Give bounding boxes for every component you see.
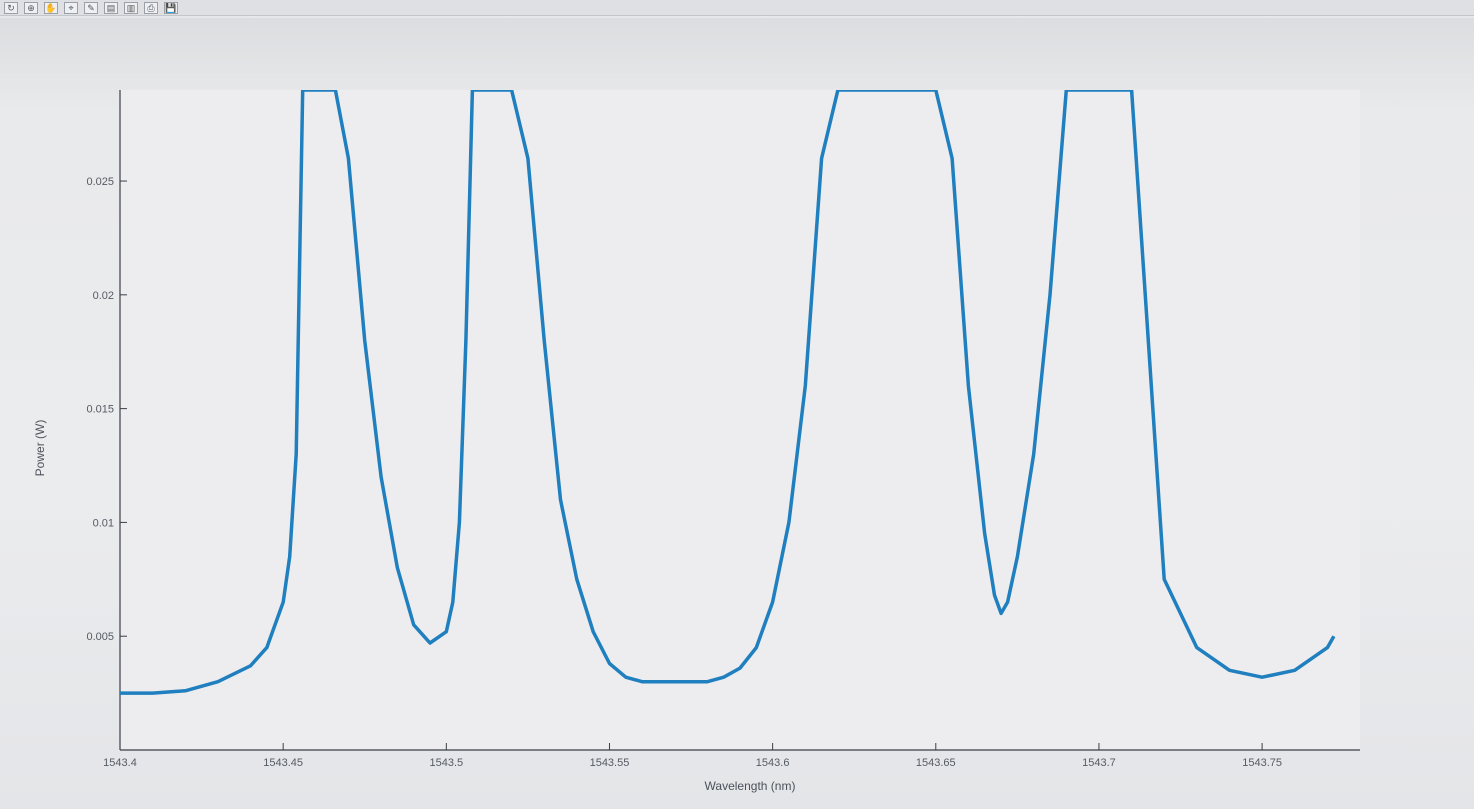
rotate-icon[interactable]: ↻ [4, 1, 18, 14]
print-icon[interactable]: ⎙ [144, 1, 158, 14]
data-cursor-icon[interactable]: ⌖ [64, 1, 78, 14]
power-spectrum-line [120, 90, 1336, 695]
x-tick-label: 1543.65 [916, 757, 956, 769]
pan-icon[interactable]: ✋ [44, 1, 58, 14]
legend-icon[interactable]: ▤ [104, 1, 118, 14]
y-tick-label: 0.025 [86, 176, 114, 188]
plot-background [120, 90, 1360, 750]
y-tick-label: 0.005 [86, 631, 114, 643]
colorbar-icon[interactable]: ▥ [124, 1, 138, 14]
y-tick-label: 0.015 [86, 404, 114, 416]
zoom-icon[interactable]: ⊕ [24, 1, 38, 14]
x-tick-label: 1543.4 [103, 757, 137, 769]
y-tick-label: 0.01 [93, 517, 114, 529]
x-tick-label: 1543.7 [1082, 757, 1116, 769]
x-axis-label: Wavelength (nm) [705, 779, 796, 793]
x-tick-label: 1543.6 [756, 757, 790, 769]
save-icon[interactable]: 💾 [164, 1, 178, 14]
x-tick-label: 1543.75 [1242, 757, 1282, 769]
axes-group: 1543.4 1543.45 1543.5 1543.55 1543.6 1543.65 1… [86, 90, 1360, 769]
figure-canvas: 1543.4 1543.45 1543.5 1543.55 1543.6 1543.65 1… [0, 18, 1474, 809]
power-vs-wavelength-chart: 1543.4 1543.45 1543.5 1543.55 1543.6 1543.65 1… [33, 90, 1360, 793]
figure-toolbar: ↻ ⊕ ✋ ⌖ ✎ ▤ ▥ ⎙ 💾 [0, 0, 1474, 16]
x-tick-label: 1543.5 [429, 757, 463, 769]
x-tick-label: 1543.55 [590, 757, 630, 769]
y-axis-label: Power (W) [33, 420, 47, 477]
x-tick-label: 1543.45 [263, 757, 303, 769]
y-tick-label: 0.02 [93, 290, 114, 302]
brush-icon[interactable]: ✎ [84, 1, 98, 14]
series-group [120, 90, 1336, 695]
